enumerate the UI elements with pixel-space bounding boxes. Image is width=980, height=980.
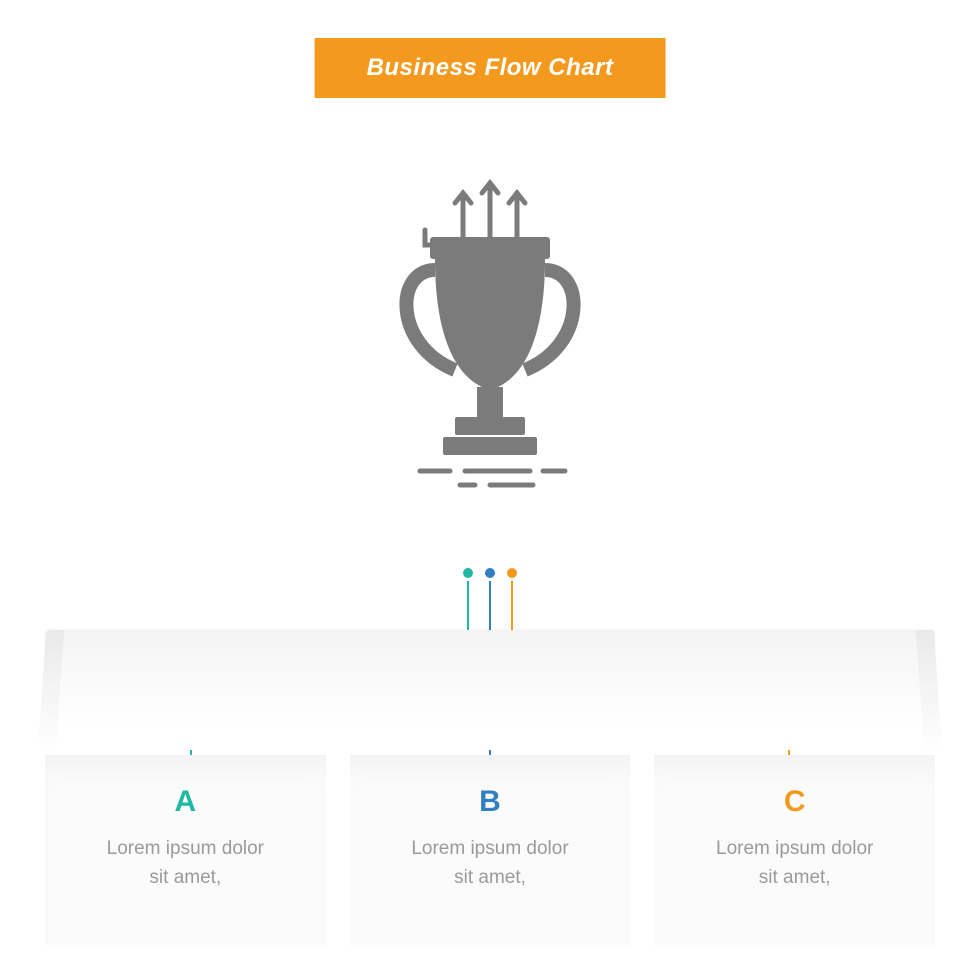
connector-dot — [463, 568, 473, 578]
card-row: A Lorem ipsum dolorsit amet, B Lorem ipsum … — [45, 755, 935, 945]
option-card: B Lorem ipsum dolorsit amet, — [350, 755, 631, 945]
card-body-text: Lorem ipsum dolorsit amet, — [350, 835, 631, 892]
option-card: C Lorem ipsum dolorsit amet, — [654, 755, 935, 945]
infographic-canvas: { "layout": { "width": 980, "height": 98… — [0, 0, 980, 980]
card-body-text: Lorem ipsum dolorsit amet, — [45, 835, 326, 892]
card-letter: A — [45, 785, 326, 819]
connector-dot — [507, 568, 517, 578]
card-body-text: Lorem ipsum dolorsit amet, — [654, 835, 935, 892]
option-card: A Lorem ipsum dolorsit amet, — [45, 755, 326, 945]
title-bar: Business Flow Chart — [315, 38, 666, 98]
connector-dots — [0, 568, 980, 580]
shelf-panel — [45, 630, 935, 750]
connector-dot — [485, 568, 495, 578]
trophy-growth-icon — [365, 175, 615, 500]
card-letter: C — [654, 785, 935, 819]
card-letter: B — [350, 785, 631, 819]
title-text: Business Flow Chart — [367, 54, 614, 82]
